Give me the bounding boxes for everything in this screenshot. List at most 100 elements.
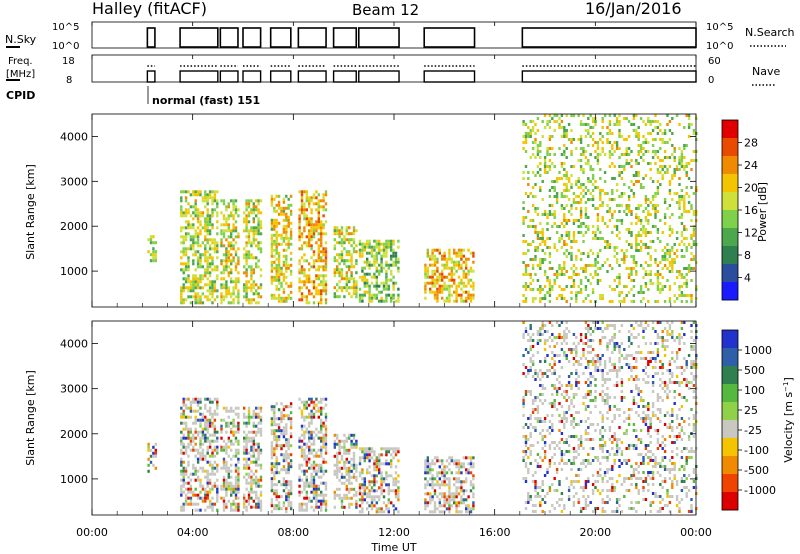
heatmap-cell xyxy=(285,242,288,246)
heatmap-cell xyxy=(259,427,263,431)
heatmap-cell xyxy=(308,223,311,227)
heatmap-cell xyxy=(192,277,195,281)
heatmap-cell xyxy=(196,244,200,248)
heatmap-cell xyxy=(247,502,251,506)
heatmap-cell xyxy=(232,499,235,503)
heatmap-cell xyxy=(298,217,301,221)
heatmap-cell xyxy=(320,466,323,470)
heatmap-cell xyxy=(308,484,311,488)
heatmap-cell xyxy=(182,250,185,254)
heatmap-cell xyxy=(305,415,308,419)
heatmap-cell xyxy=(443,492,446,496)
heatmap-cell xyxy=(536,339,540,342)
heatmap-cell xyxy=(320,430,323,434)
heatmap-cell xyxy=(259,286,263,290)
heatmap-cell xyxy=(204,439,207,443)
heatmap-cell xyxy=(220,496,223,500)
heatmap-cell xyxy=(308,244,311,248)
heatmap-cell xyxy=(305,505,308,509)
heatmap-cell xyxy=(303,424,306,428)
heatmap-cell xyxy=(298,280,301,284)
heatmap-cell xyxy=(560,192,564,195)
heatmap-cell xyxy=(397,450,400,454)
heatmap-cell xyxy=(551,402,554,405)
heatmap-cell xyxy=(560,165,564,168)
heatmap-cell xyxy=(216,487,219,491)
heatmap-cell xyxy=(222,508,226,512)
heatmap-cell xyxy=(317,214,320,218)
heatmap-cell xyxy=(630,255,633,258)
heatmap-cell xyxy=(273,417,276,421)
heatmap-cell xyxy=(216,277,219,281)
heatmap-cell xyxy=(596,162,600,165)
heatmap-cell xyxy=(668,189,672,192)
heatmap-cell xyxy=(647,141,650,144)
heatmap-cell xyxy=(270,462,274,466)
heatmap-cell xyxy=(180,286,183,290)
heatmap-cell xyxy=(534,480,537,483)
heatmap-cell xyxy=(237,484,240,488)
heatmap-cell xyxy=(536,264,540,267)
heatmap-cell xyxy=(322,196,325,200)
heatmap-cell xyxy=(211,472,214,476)
heatmap-cell xyxy=(189,214,193,218)
heatmap-cell xyxy=(455,465,458,469)
heatmap-cell xyxy=(201,469,205,473)
heatmap-cell xyxy=(303,448,306,452)
heatmap-cell xyxy=(300,412,304,416)
heatmap-cell xyxy=(546,153,549,156)
heatmap-cell xyxy=(632,255,636,258)
heatmap-cell xyxy=(647,300,650,303)
heatmap-cell xyxy=(237,472,240,476)
heatmap-cell xyxy=(192,241,195,245)
heatmap-cell xyxy=(208,220,212,224)
heatmap-cell xyxy=(305,295,308,299)
heatmap-cell xyxy=(277,417,281,421)
heatmap-cell xyxy=(324,451,328,455)
heatmap-cell xyxy=(201,499,205,503)
heatmap-cell xyxy=(247,499,251,503)
heatmap-cell xyxy=(320,250,323,254)
heatmap-cell xyxy=(558,324,561,327)
heatmap-cell xyxy=(678,270,681,273)
heatmap-cell xyxy=(194,190,197,194)
heatmap-cell xyxy=(644,198,648,201)
heatmap-cell xyxy=(312,262,316,266)
heatmap-cell xyxy=(243,283,246,287)
heatmap-cell xyxy=(338,439,341,443)
heatmap-cell xyxy=(465,275,468,279)
heatmap-cell xyxy=(541,258,544,261)
heatmap-cell xyxy=(230,439,233,443)
heatmap-cell xyxy=(584,264,588,267)
heatmap-cell xyxy=(361,293,364,297)
heatmap-cell xyxy=(277,254,281,258)
heatmap-cell xyxy=(613,123,616,126)
heatmap-cell xyxy=(308,268,311,272)
heatmap-cell xyxy=(666,267,669,270)
heatmap-cell xyxy=(625,159,628,162)
heatmap-cell xyxy=(572,231,576,234)
heatmap-cell xyxy=(206,475,209,479)
heatmap-cell xyxy=(317,463,320,467)
heatmap-cell xyxy=(182,286,185,290)
heatmap-cell xyxy=(543,453,547,456)
heatmap-cell xyxy=(534,273,537,276)
heatmap-cell xyxy=(257,295,260,299)
heatmap-cell xyxy=(661,138,664,141)
heatmap-cell xyxy=(320,274,323,278)
heatmap-cell xyxy=(208,262,212,266)
heatmap-cell xyxy=(206,427,209,431)
heatmap-cell xyxy=(548,291,552,294)
heatmap-cell xyxy=(546,165,549,168)
heatmap-cell xyxy=(469,269,473,273)
heatmap-cell xyxy=(462,498,465,502)
heatmap-cell xyxy=(668,120,672,123)
heatmap-cell xyxy=(608,285,612,288)
heatmap-cell xyxy=(245,436,248,440)
heatmap-cell xyxy=(436,281,439,285)
heatmap-cell xyxy=(656,276,660,279)
heatmap-cell xyxy=(666,156,669,159)
heatmap-cell xyxy=(184,466,188,470)
heatmap-cell xyxy=(273,489,276,493)
heatmap-cell xyxy=(275,468,278,472)
